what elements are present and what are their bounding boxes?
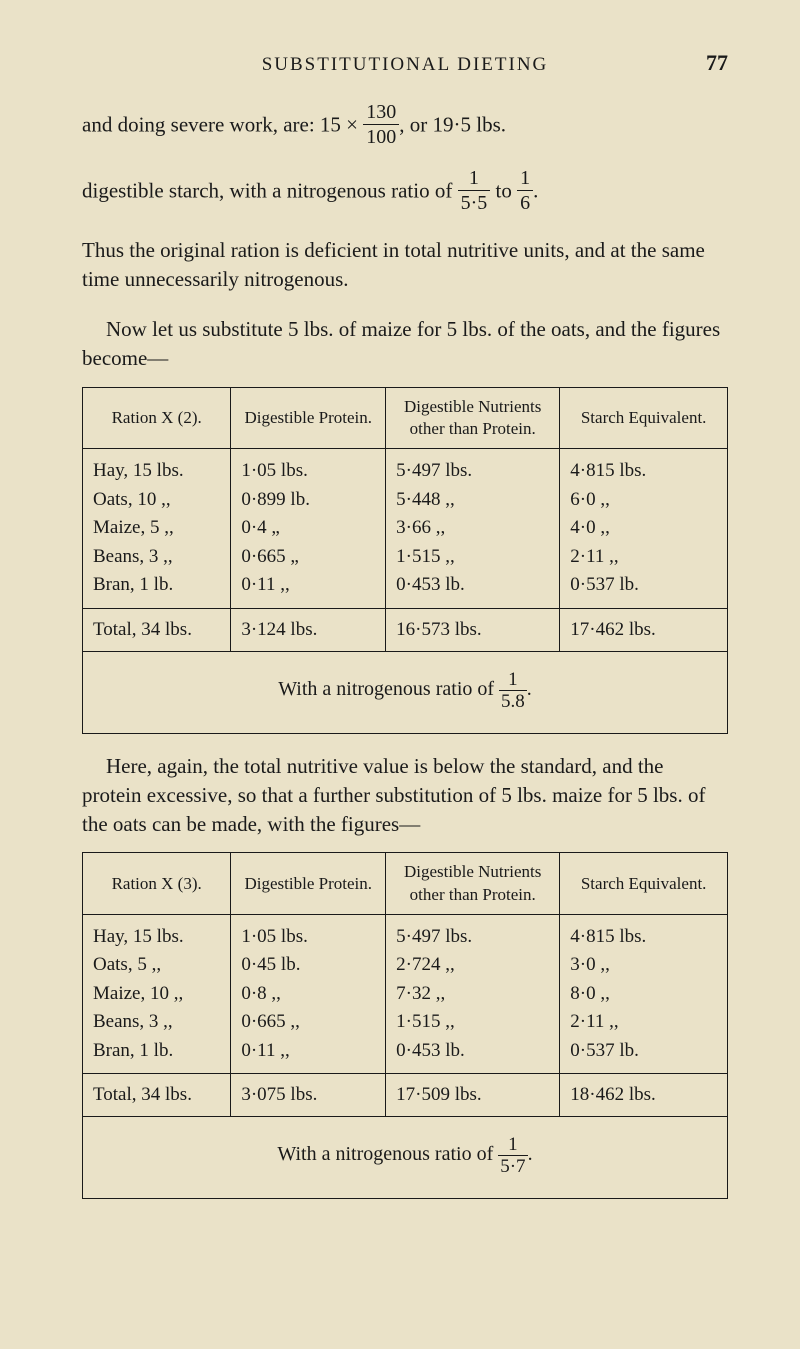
table-body-row: Hay, 15 lbs. Oats, 10 ,, Maize, 5 ,, Bea… — [83, 449, 728, 609]
ratio-text: With a nitrogenous ratio of 1 5·7 . — [277, 1135, 532, 1176]
paragraph-3: Thus the original ration is deficient in… — [82, 236, 728, 294]
ration-table-1: Ration X (2). Digestible Protein. Digest… — [82, 387, 728, 734]
fraction-denominator: 6 — [517, 191, 533, 213]
text: and doing severe work, are: 15 × — [82, 112, 358, 136]
fraction: 130 100 — [363, 102, 399, 147]
table-footer-cell: With a nitrogenous ratio of 1 5.8 . — [83, 651, 728, 733]
fraction-numerator: 130 — [363, 102, 399, 125]
table-header: Digestible Nutrients other than Protein. — [386, 853, 560, 914]
table-header: Starch Equivalent. — [560, 387, 728, 448]
fraction-numerator: 1 — [458, 168, 491, 191]
table-cell: 5·497 lbs. 2·724 ,, 7·32 ,, 1·515 ,, 0·4… — [386, 914, 560, 1074]
table-cell: 3·124 lbs. — [231, 608, 386, 651]
table-cell: 4·815 lbs. 3·0 ,, 8·0 ,, 2·11 ,, 0·537 l… — [560, 914, 728, 1074]
table-cell: 16·573 lbs. — [386, 608, 560, 651]
table-footer-cell: With a nitrogenous ratio of 1 5·7 . — [83, 1117, 728, 1199]
table-header: Ration X (2). — [83, 387, 231, 448]
fraction-numerator: 1 — [517, 168, 533, 191]
text: . — [533, 178, 538, 202]
ration-table-2: Ration X (3). Digestible Protein. Digest… — [82, 852, 728, 1199]
table-header: Digestible Nutrients other than Protein. — [386, 387, 560, 448]
page-header: SUBSTITUTIONAL DIETING 77 — [82, 50, 728, 76]
table-footer-row: With a nitrogenous ratio of 1 5.8 . — [83, 651, 728, 733]
table-header-row: Ration X (2). Digestible Protein. Digest… — [83, 387, 728, 448]
table-cell: 4·815 lbs. 6·0 ,, 4·0 ,, 2·11 ,, 0·537 l… — [560, 449, 728, 609]
fraction: 1 5·5 — [458, 168, 491, 213]
text: With a nitrogenous ratio of — [277, 1143, 498, 1165]
fraction-denominator: 5·7 — [498, 1156, 527, 1176]
page: SUBSTITUTIONAL DIETING 77 and doing seve… — [0, 0, 800, 1255]
text: . — [528, 1143, 533, 1165]
table-cell: 17·462 lbs. — [560, 608, 728, 651]
table-cell: 1·05 lbs. 0·899 lb. 0·4 „ 0·665 „ 0·11 ,… — [231, 449, 386, 609]
table-cell: 17·509 lbs. — [386, 1074, 560, 1117]
fraction-denominator: 100 — [363, 125, 399, 147]
table-total-row: Total, 34 lbs. 3·124 lbs. 16·573 lbs. 17… — [83, 608, 728, 651]
running-head: SUBSTITUTIONAL DIETING — [132, 54, 678, 76]
text: digestible starch, with a nitrogenous ra… — [82, 178, 458, 202]
paragraph-1: and doing severe work, are: 15 × 130 100… — [82, 104, 728, 149]
fraction: 1 6 — [517, 168, 533, 213]
paragraph-5: Here, again, the total nutritive value i… — [82, 752, 728, 839]
text: , or 19·5 lbs. — [399, 112, 506, 136]
fraction-denominator: 5.8 — [499, 691, 527, 711]
fraction: 1 5·7 — [498, 1135, 527, 1176]
table-cell: Hay, 15 lbs. Oats, 5 ,, Maize, 10 ,, Bea… — [83, 914, 231, 1074]
table-cell: Total, 34 lbs. — [83, 1074, 231, 1117]
table-cell: 1·05 lbs. 0·45 lb. 0·8 ,, 0·665 ,, 0·11 … — [231, 914, 386, 1074]
fraction-numerator: 1 — [498, 1135, 527, 1156]
text: With a nitrogenous ratio of — [278, 678, 499, 700]
table-header: Starch Equivalent. — [560, 853, 728, 914]
table-cell: 3·075 lbs. — [231, 1074, 386, 1117]
text: to — [496, 178, 518, 202]
table-header: Digestible Protein. — [231, 853, 386, 914]
table-cell: Hay, 15 lbs. Oats, 10 ,, Maize, 5 ,, Bea… — [83, 449, 231, 609]
table-cell: Total, 34 lbs. — [83, 608, 231, 651]
table-header: Digestible Protein. — [231, 387, 386, 448]
paragraph-2: digestible starch, with a nitrogenous ra… — [82, 170, 728, 215]
table-header: Ration X (3). — [83, 853, 231, 914]
table-footer-row: With a nitrogenous ratio of 1 5·7 . — [83, 1117, 728, 1199]
page-number: 77 — [678, 50, 728, 76]
table-cell: 5·497 lbs. 5·448 ,, 3·66 ,, 1·515 ,, 0·4… — [386, 449, 560, 609]
table-header-row: Ration X (3). Digestible Protein. Digest… — [83, 853, 728, 914]
table-cell: 18·462 lbs. — [560, 1074, 728, 1117]
fraction-numerator: 1 — [499, 670, 527, 691]
fraction: 1 5.8 — [499, 670, 527, 711]
ratio-text: With a nitrogenous ratio of 1 5.8 . — [278, 670, 532, 711]
table-total-row: Total, 34 lbs. 3·075 lbs. 17·509 lbs. 18… — [83, 1074, 728, 1117]
fraction-denominator: 5·5 — [458, 191, 491, 213]
text: . — [527, 678, 532, 700]
paragraph-4: Now let us substitute 5 lbs. of maize fo… — [82, 315, 728, 373]
table-body-row: Hay, 15 lbs. Oats, 5 ,, Maize, 10 ,, Bea… — [83, 914, 728, 1074]
